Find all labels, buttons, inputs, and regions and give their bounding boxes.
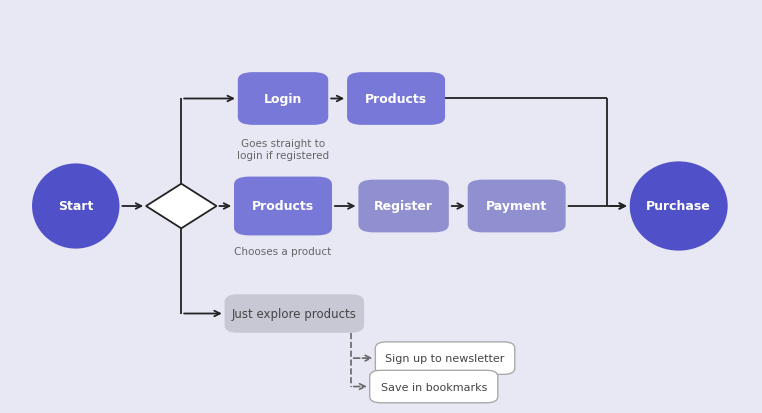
FancyBboxPatch shape xyxy=(234,177,332,236)
Text: Start: Start xyxy=(58,200,94,213)
FancyBboxPatch shape xyxy=(376,342,515,375)
Ellipse shape xyxy=(32,164,120,249)
Text: Register: Register xyxy=(374,200,433,213)
FancyBboxPatch shape xyxy=(225,294,364,333)
Text: Sign up to newsletter: Sign up to newsletter xyxy=(386,353,504,363)
Text: Chooses a product: Chooses a product xyxy=(235,246,331,256)
Text: Payment: Payment xyxy=(486,200,547,213)
Text: Products: Products xyxy=(365,93,427,106)
Text: Products: Products xyxy=(252,200,314,213)
Text: Save in bookmarks: Save in bookmarks xyxy=(380,382,487,392)
Text: Just explore products: Just explore products xyxy=(232,307,357,320)
FancyBboxPatch shape xyxy=(238,73,328,126)
FancyBboxPatch shape xyxy=(358,180,449,233)
FancyBboxPatch shape xyxy=(468,180,565,233)
Polygon shape xyxy=(146,184,216,229)
FancyBboxPatch shape xyxy=(347,73,445,126)
Text: Goes straight to
login if registered: Goes straight to login if registered xyxy=(237,139,329,161)
Text: Login: Login xyxy=(264,93,303,106)
FancyBboxPatch shape xyxy=(370,370,498,403)
Ellipse shape xyxy=(629,162,728,251)
Text: Purchase: Purchase xyxy=(646,200,711,213)
